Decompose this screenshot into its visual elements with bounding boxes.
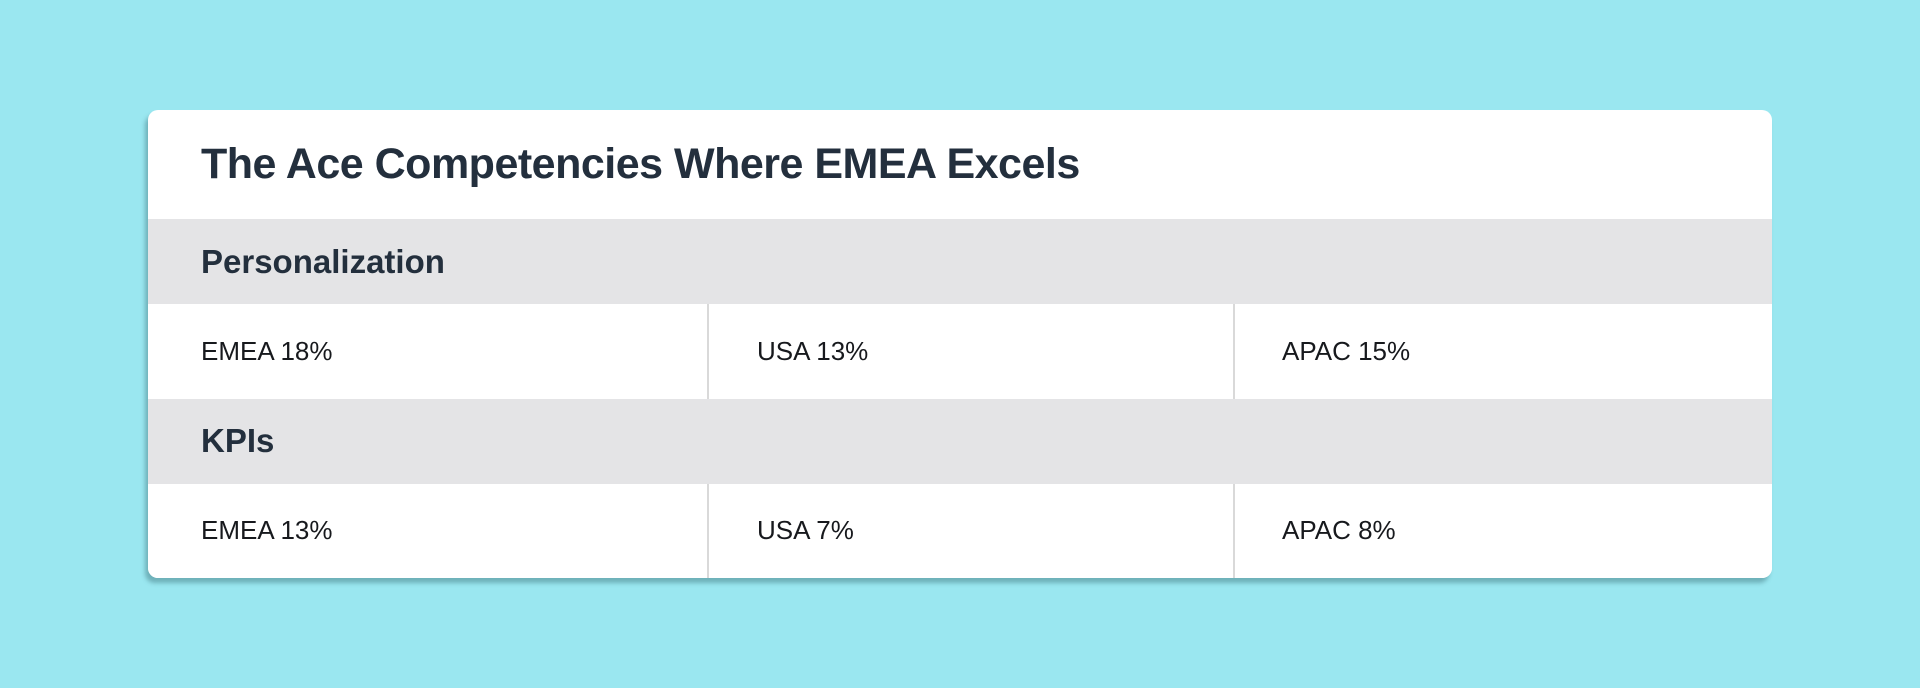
competency-table-card: The Ace Competencies Where EMEA Excels P… xyxy=(148,110,1772,578)
table-row-personalization: EMEA 18% USA 13% APAC 15% xyxy=(148,304,1772,399)
table-row-kpis: EMEA 13% USA 7% APAC 8% xyxy=(148,483,1772,578)
cell-kpis-usa: USA 7% xyxy=(707,483,1233,578)
section-header-personalization: Personalization xyxy=(148,219,1772,304)
cell-personalization-usa: USA 13% xyxy=(707,304,1233,399)
cell-kpis-apac: APAC 8% xyxy=(1233,483,1772,578)
section-header-kpis: KPIs xyxy=(148,398,1772,484)
card-title: The Ace Competencies Where EMEA Excels xyxy=(201,140,1080,188)
cell-kpis-emea: EMEA 13% xyxy=(201,515,333,546)
cell-personalization-apac: APAC 15% xyxy=(1233,304,1772,399)
cell-personalization-emea: EMEA 18% xyxy=(201,335,333,366)
